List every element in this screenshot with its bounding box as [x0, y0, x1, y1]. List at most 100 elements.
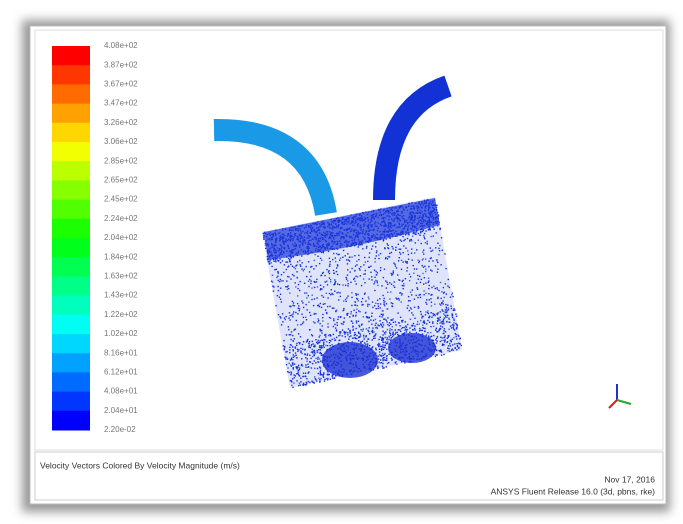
- vector: [381, 355, 383, 357]
- colorbar-label: 1.22e+02: [104, 310, 138, 319]
- vector: [326, 341, 328, 343]
- vector: [319, 257, 322, 260]
- vector: [322, 354, 324, 356]
- vector: [436, 288, 439, 291]
- vector: [327, 373, 329, 376]
- vector: [426, 303, 428, 305]
- vector: [344, 333, 346, 335]
- vector: [360, 341, 362, 343]
- vector: [386, 308, 389, 310]
- vector: [288, 328, 290, 331]
- vector: [317, 358, 319, 360]
- vector: [337, 265, 339, 267]
- vector: [437, 225, 439, 227]
- vector: [303, 375, 305, 378]
- vector: [302, 384, 304, 386]
- vector: [402, 261, 404, 263]
- vector: [294, 328, 296, 331]
- vector: [405, 325, 407, 327]
- vector: [313, 345, 315, 348]
- vector: [441, 309, 443, 311]
- vector: [363, 264, 365, 266]
- vector: [403, 326, 405, 329]
- vector: [455, 315, 458, 317]
- vector: [417, 320, 419, 323]
- vector: [288, 317, 290, 319]
- vector: [382, 314, 384, 316]
- vector: [446, 341, 448, 344]
- vector: [386, 258, 389, 260]
- vector: [292, 362, 294, 364]
- color-band: [52, 199, 90, 220]
- vector: [443, 332, 445, 335]
- vector: [294, 347, 297, 349]
- vector: [302, 306, 305, 309]
- vector: [320, 288, 322, 290]
- vector: [390, 334, 392, 337]
- vector: [297, 333, 300, 335]
- vector: [398, 257, 400, 259]
- vector: [451, 348, 453, 350]
- vector: [440, 336, 442, 338]
- vector: [344, 284, 347, 286]
- vector: [289, 344, 292, 346]
- vector: [305, 384, 307, 386]
- vector: [311, 362, 314, 365]
- date: Nov 17, 2016: [604, 474, 655, 484]
- vector: [411, 294, 413, 296]
- outlet-pipe: [373, 75, 452, 201]
- vector: [365, 336, 367, 338]
- vector: [363, 334, 365, 337]
- vector: [449, 325, 452, 327]
- vector: [368, 266, 370, 268]
- vector: [434, 355, 437, 358]
- vector: [268, 261, 270, 263]
- vector: [449, 350, 451, 352]
- vector: [318, 358, 321, 360]
- vector: [290, 371, 292, 373]
- vector: [416, 323, 418, 326]
- color-band: [52, 46, 90, 66]
- vector: [437, 215, 440, 217]
- vector: [385, 366, 387, 368]
- vector: [308, 371, 310, 373]
- vector: [305, 375, 307, 378]
- vector: [382, 339, 384, 341]
- vector: [277, 271, 279, 274]
- vector: [292, 386, 294, 388]
- vector: [320, 306, 323, 309]
- vector: [367, 296, 370, 298]
- vector: [442, 300, 444, 302]
- vector: [365, 343, 367, 345]
- vector: [313, 280, 315, 283]
- vector: [373, 269, 376, 271]
- vector: [302, 316, 305, 319]
- color-band: [52, 410, 90, 431]
- vector: [309, 311, 311, 314]
- vector: [390, 337, 393, 339]
- vector: [285, 315, 287, 318]
- vector: [372, 319, 375, 322]
- color-band: [52, 314, 90, 335]
- vector: [399, 329, 401, 331]
- vector: [404, 362, 406, 364]
- vector: [339, 295, 341, 298]
- vector: [328, 342, 331, 344]
- vector: [360, 284, 363, 287]
- vector: [364, 273, 366, 275]
- vector: [298, 369, 301, 371]
- colorbar-label: 1.63e+02: [104, 272, 138, 281]
- vector: [452, 325, 455, 328]
- vector: [415, 332, 418, 334]
- vector: [439, 303, 441, 305]
- vector: [414, 231, 416, 234]
- vector: [355, 275, 357, 277]
- vector: [327, 379, 329, 381]
- vector: [376, 281, 379, 284]
- vector: [370, 330, 373, 333]
- vector: [289, 258, 291, 261]
- vector: [294, 268, 297, 270]
- vector: [277, 289, 280, 292]
- vector: [397, 274, 399, 276]
- vector: [429, 257, 431, 260]
